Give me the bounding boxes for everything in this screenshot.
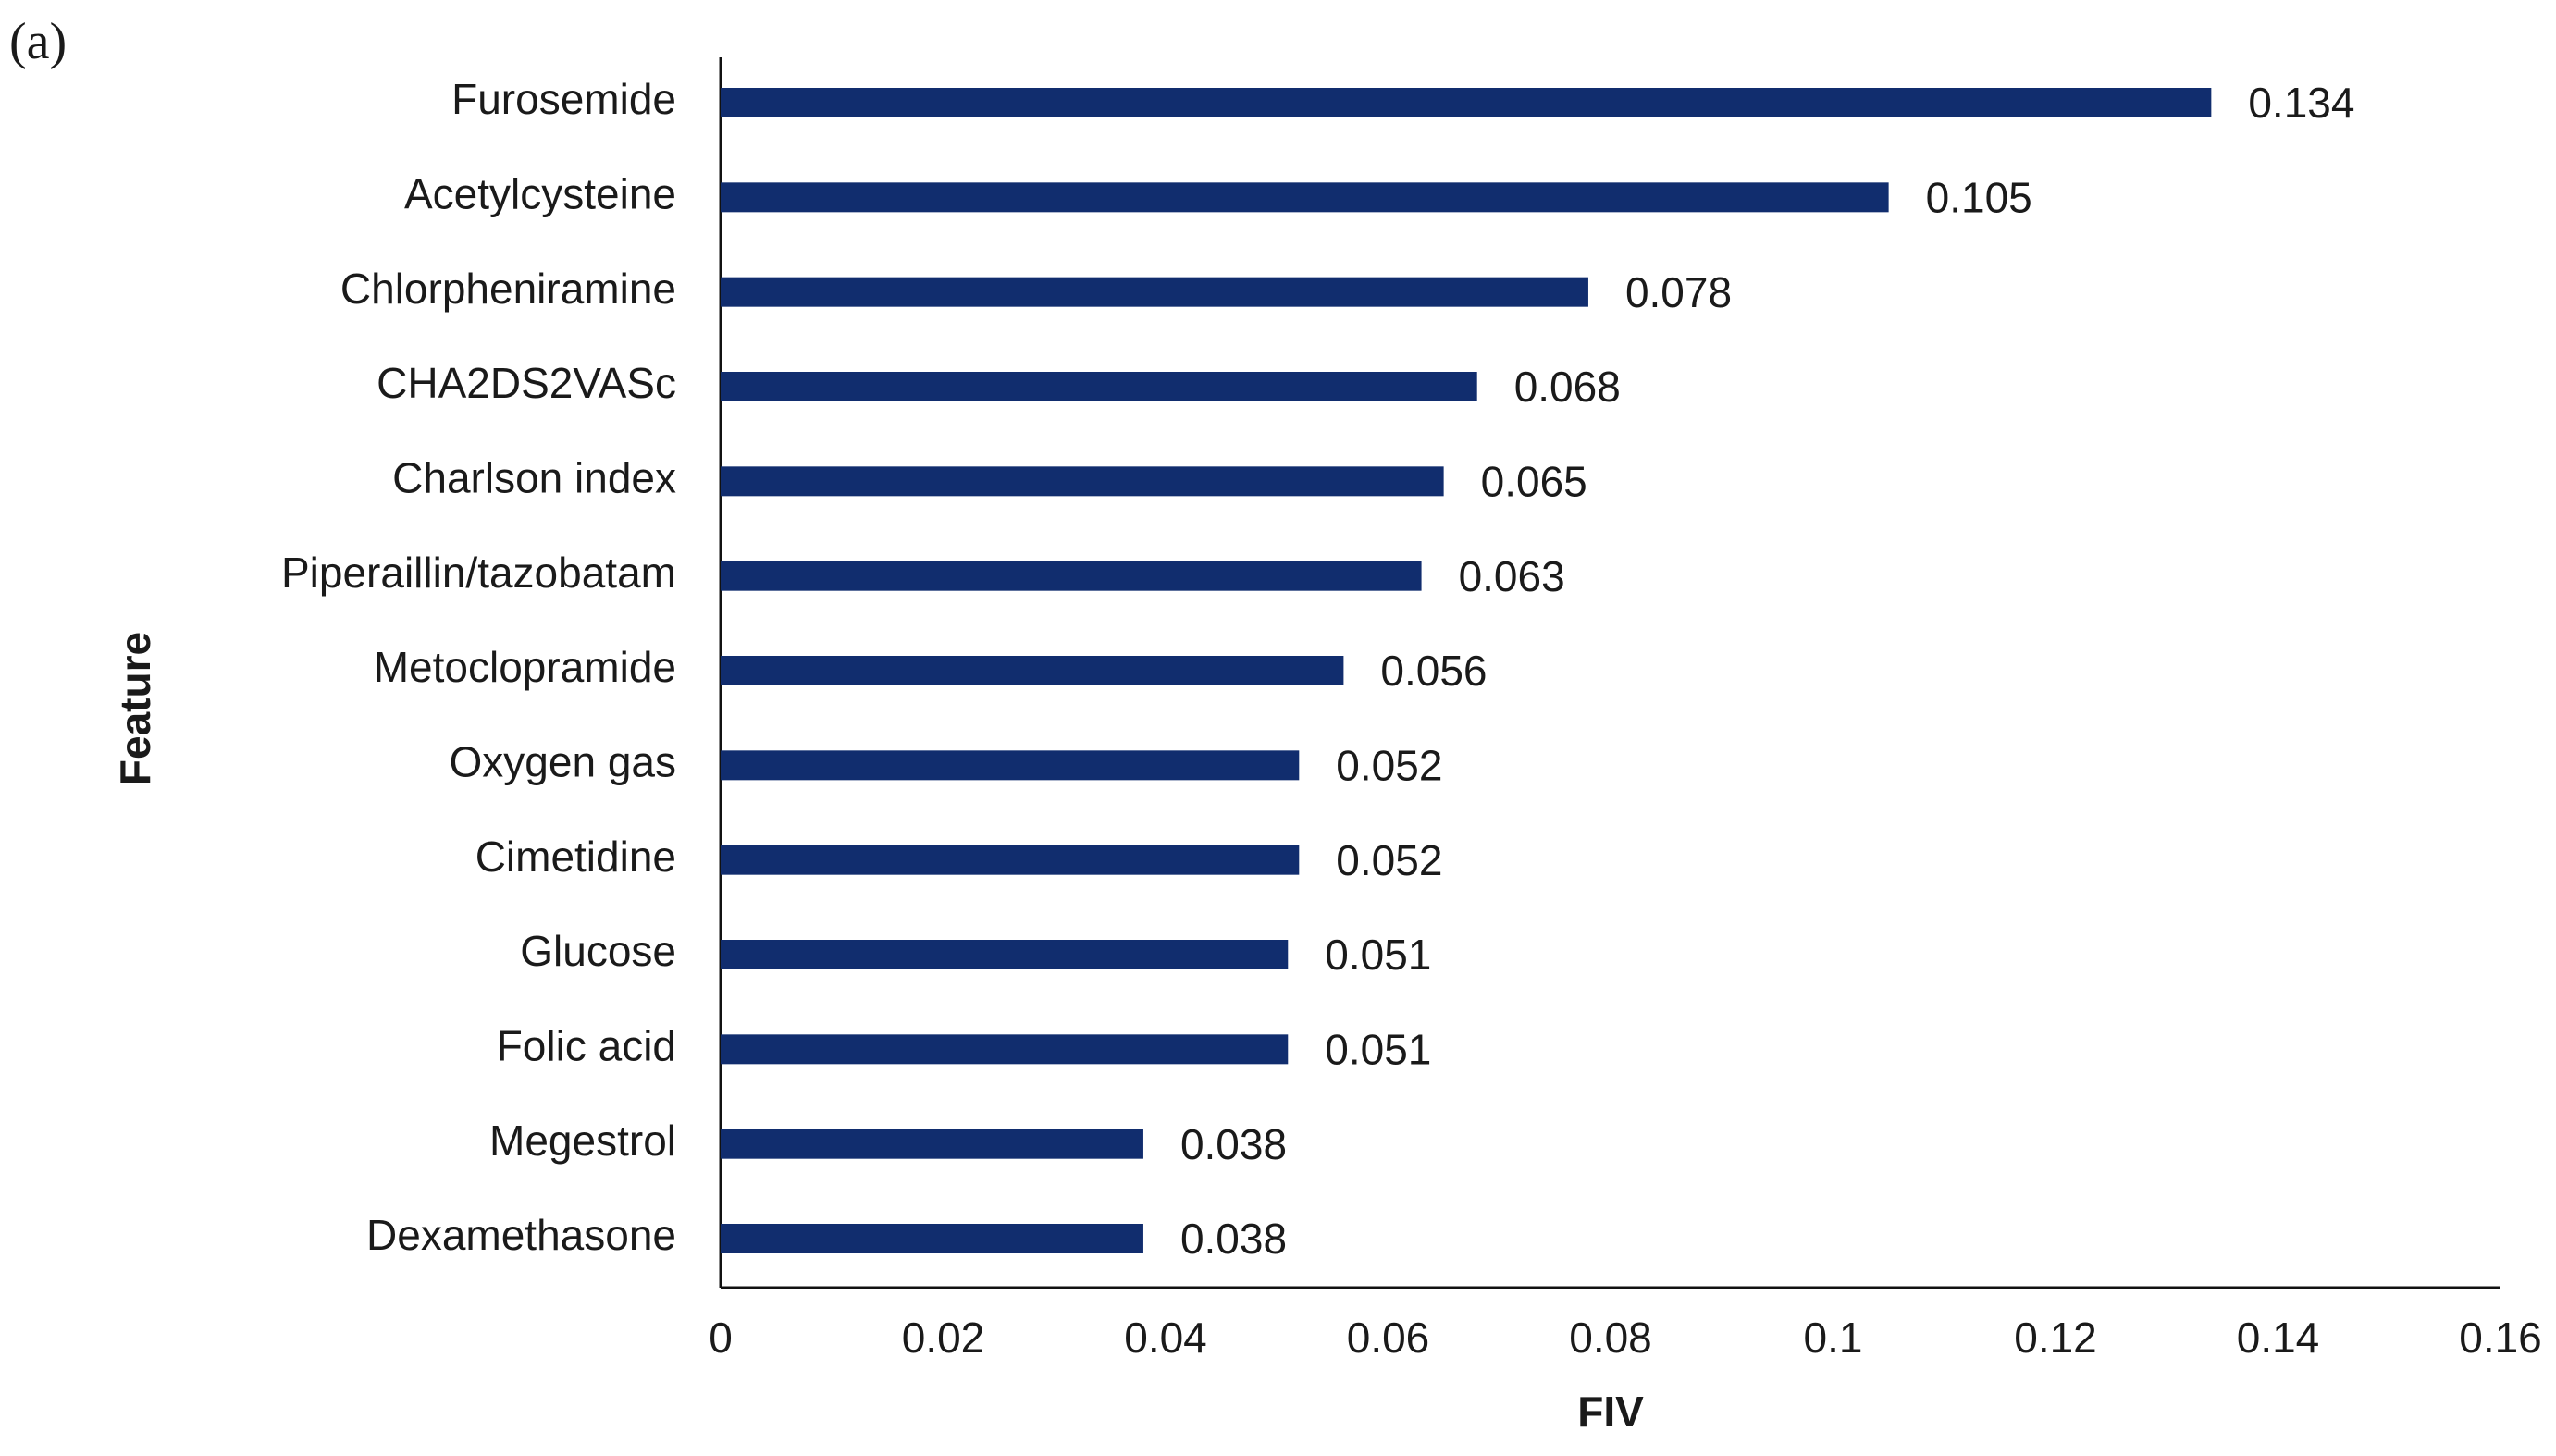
y-tick-label: Charlson index xyxy=(392,453,676,501)
bar xyxy=(721,88,2212,117)
y-tick-label: Cimetidine xyxy=(475,833,676,881)
x-tick-label: 0.06 xyxy=(1347,1314,1430,1362)
x-tick-label: 0.08 xyxy=(1569,1314,1652,1362)
x-tick-label: 0 xyxy=(709,1314,733,1362)
value-label: 0.052 xyxy=(1336,741,1442,789)
bar xyxy=(721,372,1477,401)
value-label: 0.051 xyxy=(1325,931,1431,979)
y-tick-label: Oxygen gas xyxy=(450,737,676,785)
bar xyxy=(721,656,1344,685)
x-tick-label: 0.12 xyxy=(2014,1314,2097,1362)
bar xyxy=(721,277,1588,307)
x-tick-label: 0.02 xyxy=(902,1314,985,1362)
x-tick-label: 0.1 xyxy=(1804,1314,1863,1362)
bar xyxy=(721,1034,1289,1065)
x-tick-label: 0.04 xyxy=(1124,1314,1207,1362)
y-tick-label: Furosemide xyxy=(451,75,676,123)
value-label: 0.068 xyxy=(1514,363,1621,411)
value-label: 0.134 xyxy=(2248,79,2354,127)
bar xyxy=(721,750,1300,781)
y-tick-label: Acetylcysteine xyxy=(404,169,676,217)
bar xyxy=(721,182,1889,213)
value-label: 0.038 xyxy=(1180,1215,1287,1263)
y-tick-label: Piperaillin/tazobatam xyxy=(281,549,676,597)
bar xyxy=(721,1129,1143,1159)
value-label: 0.105 xyxy=(1926,173,2032,221)
panel-label: (a) xyxy=(9,13,67,70)
bar xyxy=(721,845,1300,875)
y-tick-label: Megestrol xyxy=(489,1117,676,1165)
y-tick-label: CHA2DS2VASc xyxy=(377,359,676,407)
y-tick-label: Chlorpheniramine xyxy=(340,265,676,313)
x-tick-label: 0.14 xyxy=(2237,1314,2320,1362)
y-tick-label: Dexamethasone xyxy=(366,1211,676,1259)
value-label: 0.065 xyxy=(1481,457,1587,505)
value-label: 0.038 xyxy=(1180,1120,1287,1168)
value-label: 0.063 xyxy=(1459,552,1565,600)
bar xyxy=(721,561,1422,591)
y-axis-label: Feature xyxy=(111,632,159,785)
bar xyxy=(721,940,1289,969)
y-tick-label: Metoclopramide xyxy=(374,643,676,691)
x-axis-label: FIV xyxy=(1577,1388,1644,1436)
value-label: 0.052 xyxy=(1336,836,1442,884)
value-label: 0.056 xyxy=(1380,647,1487,695)
x-tick-label: 0.16 xyxy=(2459,1314,2542,1362)
y-tick-label: Glucose xyxy=(520,927,676,975)
bar xyxy=(721,466,1444,497)
bar xyxy=(721,1224,1143,1253)
value-label: 0.078 xyxy=(1625,268,1732,316)
value-label: 0.051 xyxy=(1325,1025,1431,1073)
y-tick-label: Folic acid xyxy=(497,1021,676,1069)
